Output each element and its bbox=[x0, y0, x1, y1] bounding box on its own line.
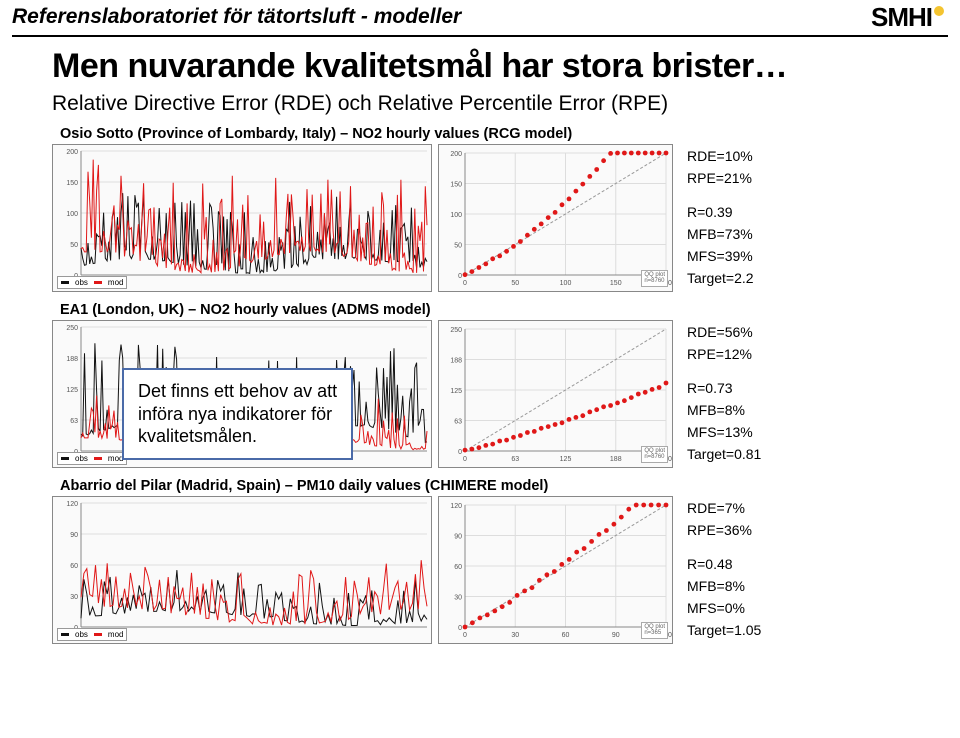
svg-text:250: 250 bbox=[450, 327, 462, 334]
stats-box: RDE=10% RPE=21% R=0.39 MFB=73% MFS=39% T… bbox=[679, 144, 837, 292]
svg-text:188: 188 bbox=[66, 356, 78, 363]
svg-text:50: 50 bbox=[70, 242, 78, 249]
stat-r: R=0.48 bbox=[687, 556, 837, 572]
svg-text:50: 50 bbox=[511, 280, 519, 287]
svg-text:188: 188 bbox=[450, 358, 462, 365]
svg-text:60: 60 bbox=[562, 632, 570, 639]
stat-rde: RDE=10% bbox=[687, 148, 837, 164]
svg-text:120: 120 bbox=[66, 501, 78, 508]
stats-box: RDE=56% RPE=12% R=0.73 MFB=8% MFS=13% Ta… bbox=[679, 320, 837, 468]
svg-text:100: 100 bbox=[66, 211, 78, 218]
svg-text:125: 125 bbox=[66, 387, 78, 394]
header-title: Referenslaboratoriet för tätortsluft - m… bbox=[12, 5, 461, 31]
smhi-logo: SMHI bbox=[871, 2, 948, 33]
callout-line: införa nya indikatorer för bbox=[138, 403, 337, 426]
svg-text:125: 125 bbox=[560, 456, 572, 463]
svg-text:125: 125 bbox=[450, 388, 462, 395]
page-header: Referenslaboratoriet för tätortsluft - m… bbox=[0, 0, 960, 33]
qq-chart: 025063188125125188632500 QQ plotn=8760 bbox=[438, 320, 673, 468]
sub-title: Relative Directive Error (RDE) och Relat… bbox=[52, 92, 960, 116]
svg-text:90: 90 bbox=[70, 532, 78, 539]
stat-target: Target=0.81 bbox=[687, 446, 837, 462]
svg-text:60: 60 bbox=[70, 563, 78, 570]
svg-text:0: 0 bbox=[463, 280, 467, 287]
logo-dot-icon bbox=[934, 6, 944, 16]
svg-text:0: 0 bbox=[458, 449, 462, 456]
svg-text:150: 150 bbox=[66, 180, 78, 187]
svg-text:63: 63 bbox=[70, 418, 78, 425]
svg-text:63: 63 bbox=[511, 456, 519, 463]
svg-text:120: 120 bbox=[450, 503, 462, 510]
svg-text:30: 30 bbox=[70, 594, 78, 601]
qq-chart: 01203090606090301200 QQ plotn=365 bbox=[438, 496, 673, 644]
panels-container: Osio Sotto (Province of Lombardy, Italy)… bbox=[52, 124, 942, 644]
stat-mfb: MFB=8% bbox=[687, 578, 837, 594]
svg-text:100: 100 bbox=[450, 212, 462, 219]
panel-title: EA1 (London, UK) – NO2 hourly values (AD… bbox=[52, 300, 942, 320]
svg-text:188: 188 bbox=[610, 456, 622, 463]
svg-text:60: 60 bbox=[454, 564, 462, 571]
callout-box: Det finns ett behov av att införa nya in… bbox=[122, 368, 353, 460]
chart-info-box: QQ plotn=8760 bbox=[641, 446, 668, 463]
panel-title: Osio Sotto (Province of Lombardy, Italy)… bbox=[52, 124, 942, 144]
chart-legend: obs mod bbox=[57, 452, 127, 465]
svg-text:250: 250 bbox=[66, 325, 78, 332]
stat-mfs: MFS=0% bbox=[687, 600, 837, 616]
panel-madrid: Abarrio del Pilar (Madrid, Spain) – PM10… bbox=[52, 476, 942, 644]
qq-chart: 020050150100100150502000 QQ plotn=8760 bbox=[438, 144, 673, 292]
main-title: Men nuvarande kvalitetsmål har stora bri… bbox=[52, 47, 960, 86]
svg-text:150: 150 bbox=[450, 182, 462, 189]
svg-text:0: 0 bbox=[458, 625, 462, 632]
timeseries-chart: 1209060300 obs mod bbox=[52, 496, 432, 644]
stat-rpe: RPE=36% bbox=[687, 522, 837, 538]
svg-text:63: 63 bbox=[454, 419, 462, 426]
stats-box: RDE=7% RPE=36% R=0.48 MFB=8% MFS=0% Targ… bbox=[679, 496, 837, 644]
stat-mfb: MFB=8% bbox=[687, 402, 837, 418]
stat-r: R=0.39 bbox=[687, 204, 837, 220]
svg-text:200: 200 bbox=[66, 149, 78, 156]
svg-text:200: 200 bbox=[450, 151, 462, 158]
svg-text:100: 100 bbox=[560, 280, 572, 287]
svg-text:0: 0 bbox=[463, 456, 467, 463]
panel-london: EA1 (London, UK) – NO2 hourly values (AD… bbox=[52, 300, 942, 468]
chart-legend: obs mod bbox=[57, 628, 127, 641]
stat-mfs: MFS=13% bbox=[687, 424, 837, 440]
stat-target: Target=2.2 bbox=[687, 270, 837, 286]
svg-text:50: 50 bbox=[454, 243, 462, 250]
logo-text: SMHI bbox=[871, 2, 932, 33]
svg-text:0: 0 bbox=[463, 632, 467, 639]
svg-text:0: 0 bbox=[458, 273, 462, 280]
svg-text:30: 30 bbox=[511, 632, 519, 639]
stat-target: Target=1.05 bbox=[687, 622, 837, 638]
svg-text:90: 90 bbox=[454, 534, 462, 541]
stat-rde: RDE=7% bbox=[687, 500, 837, 516]
stat-rde: RDE=56% bbox=[687, 324, 837, 340]
svg-text:30: 30 bbox=[454, 595, 462, 602]
stat-rpe: RPE=21% bbox=[687, 170, 837, 186]
header-rule bbox=[12, 35, 948, 37]
chart-info-box: QQ plotn=8760 bbox=[641, 270, 668, 287]
callout-line: Det finns ett behov av att bbox=[138, 380, 337, 403]
svg-text:150: 150 bbox=[610, 280, 622, 287]
stat-mfb: MFB=73% bbox=[687, 226, 837, 242]
panel-title: Abarrio del Pilar (Madrid, Spain) – PM10… bbox=[52, 476, 942, 496]
timeseries-chart: 200150100500 obs mod bbox=[52, 144, 432, 292]
chart-info-box: QQ plotn=365 bbox=[641, 622, 668, 639]
panel-osio-sotto: Osio Sotto (Province of Lombardy, Italy)… bbox=[52, 124, 942, 292]
stat-rpe: RPE=12% bbox=[687, 346, 837, 362]
svg-text:90: 90 bbox=[612, 632, 620, 639]
stat-mfs: MFS=39% bbox=[687, 248, 837, 264]
stat-r: R=0.73 bbox=[687, 380, 837, 396]
callout-line: kvalitetsmålen. bbox=[138, 425, 337, 448]
chart-legend: obs mod bbox=[57, 276, 127, 289]
